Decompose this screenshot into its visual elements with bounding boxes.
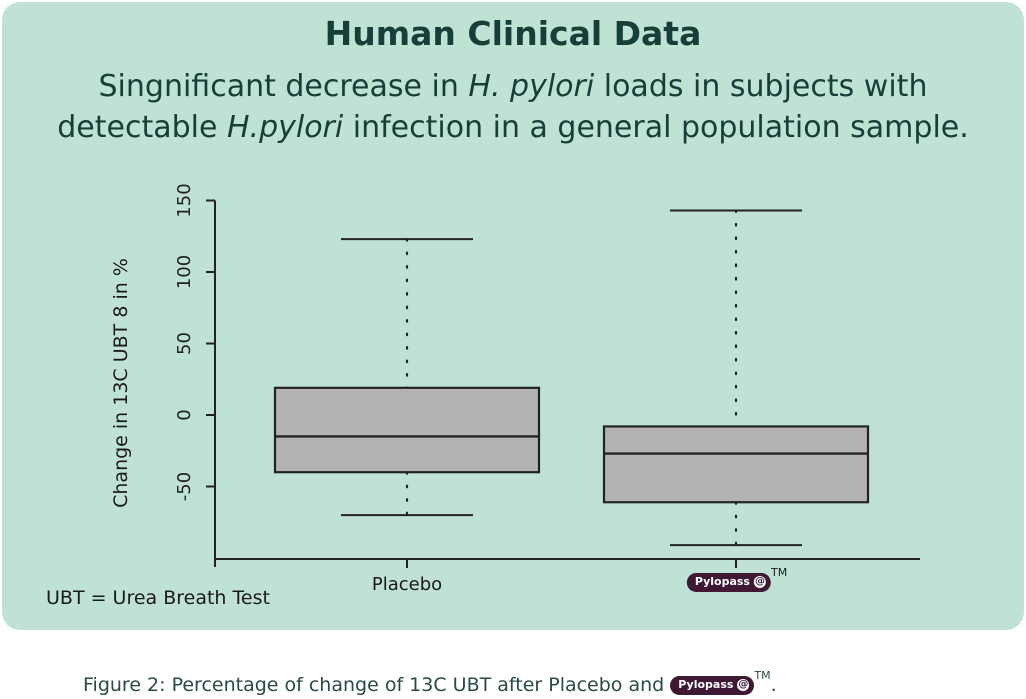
subtitle-italic-1: H. pylori (468, 69, 595, 104)
chart-title: Human Clinical Data (324, 14, 702, 53)
box-placebo (273, 386, 541, 474)
abbreviation-note: UBT = Urea Breath Test (46, 587, 270, 609)
y-tick-label-100: 100 (174, 255, 195, 289)
y-tick-label--50: -50 (174, 472, 195, 501)
caption-swirl-icon: @ (737, 679, 750, 691)
box-pylopass (602, 425, 870, 504)
trademark-mark: TM (770, 566, 788, 579)
y-tick-label-0: 0 (174, 409, 195, 420)
chart-subtitle: Singnificant decrease in H. pylori loads… (0, 66, 1026, 148)
subtitle-text-1: Singnificant decrease in (98, 69, 469, 104)
chart-panel (2, 2, 1024, 630)
swirl-icon: @ (753, 575, 766, 588)
x-tick-label-pylopass: Pylopass @TM (686, 566, 787, 592)
subtitle-italic-2: H.pylori (226, 110, 344, 145)
y-tick-label-50: 50 (174, 332, 195, 355)
caption-end: . (770, 674, 777, 696)
x-tick-label-placebo: Placebo (371, 574, 443, 595)
caption-text: Figure 2: Percentage of change of 13C UB… (83, 674, 671, 696)
pylopass-logo-text: Pylopass (694, 574, 750, 588)
caption-pylopass-logo: Pylopass @ (670, 676, 755, 695)
y-tick-label-150: 150 (174, 183, 195, 217)
pylopass-logo: Pylopass @ (686, 572, 771, 592)
figure-caption: Figure 2: Percentage of change of 13C UB… (83, 669, 777, 696)
caption-trademark-mark: TM (754, 669, 771, 682)
subtitle-text-3: detectable (57, 110, 227, 145)
subtitle-text-4: infection in a general population sample… (343, 110, 969, 145)
caption-pylopass-logo-text: Pylopass (678, 678, 734, 691)
y-axis-title: Change in 13C UBT 8 in % (110, 258, 132, 508)
subtitle-text-2: loads in subjects with (594, 69, 928, 104)
